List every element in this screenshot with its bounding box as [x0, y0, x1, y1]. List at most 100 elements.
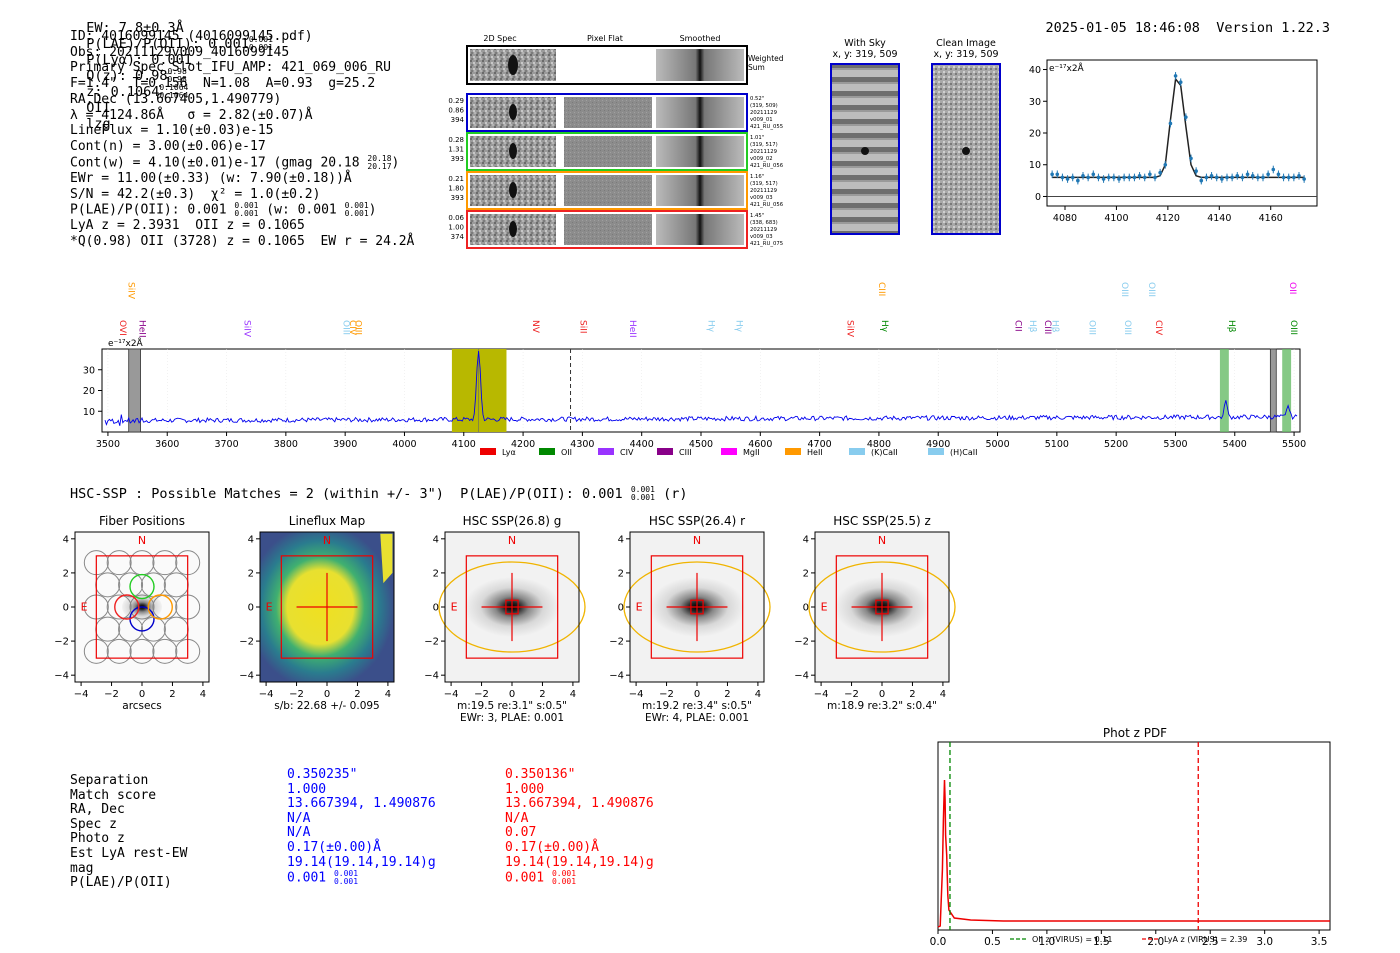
sp-xtick-label: 4200 — [511, 439, 535, 450]
fiber-circle — [106, 638, 132, 664]
lf-point — [1096, 175, 1101, 180]
hsc-aperture-2 — [465, 555, 559, 659]
hsc-xtick-label: 0 — [509, 689, 515, 700]
sp-legend-label: CIII — [679, 448, 692, 457]
cutout-right-0-2: 20211129 — [750, 110, 777, 116]
hsc-north-4: N — [878, 534, 886, 547]
header-qz-frac: 0.98 0.98 — [167, 67, 187, 84]
hsc-ytick-label: 0 — [248, 603, 254, 614]
hsc-xtick-label: 2 — [724, 689, 730, 700]
hsc-ytick-label: −4 — [609, 671, 624, 682]
cutout-right-3-0: 1.45" — [750, 213, 764, 219]
hsc-xtick-label: 4 — [940, 689, 946, 700]
pz-xtick-label: 3.5 — [1311, 936, 1328, 947]
lf-point — [1065, 177, 1070, 181]
match-col1-row-1: 1.000 — [287, 781, 327, 797]
pz-pdf-line — [937, 779, 1330, 928]
lf-point — [1220, 177, 1224, 181]
hsc-ytick-label: 2 — [248, 568, 254, 579]
lf-point — [1281, 175, 1286, 180]
match-col1-row-2: 13.667394, 1.490876 — [287, 796, 436, 812]
hsc-ellipse-2 — [438, 561, 586, 653]
sp-line-label: OIII — [1086, 320, 1096, 335]
cutout-left-1-1: 1.31 — [448, 146, 464, 154]
pz-xtick-label: 3.0 — [1256, 936, 1273, 947]
lf-point — [1086, 175, 1090, 180]
sp-legend-label: Lyα — [502, 448, 516, 457]
fiber-highlight — [147, 594, 173, 620]
sp-line-label: OIII — [1288, 320, 1298, 335]
sp-line-label-top: SiIV — [126, 282, 136, 300]
cutout-right-3-4: 421_RU_075 — [750, 241, 783, 247]
lf-ytick-label: 20 — [1029, 129, 1041, 140]
header-bar: EW: 7.8±0.3Å P(LAE)/P(OII): 0.001 0.001 0.… — [70, 4, 289, 132]
lf-point — [1106, 175, 1111, 180]
lf-point — [1050, 172, 1054, 177]
lf-point — [1178, 80, 1183, 85]
lf-point — [1302, 177, 1306, 181]
sp-line-window — [1219, 349, 1229, 432]
lf-point — [1256, 175, 1260, 180]
cutout-left-2-0: 0.21 — [448, 175, 464, 183]
hsc-east-3: E — [636, 600, 643, 613]
hsc-caption1-2: m:19.5 re:3.1" s:0.5" — [457, 700, 567, 712]
weighted-label-2: Sum — [748, 63, 765, 72]
cutout-right-1-2: 20211129 — [750, 149, 777, 155]
lf-point — [1122, 175, 1126, 180]
hsc-caption2-2: EWr: 3, PLAE: 0.001 — [460, 712, 564, 724]
match-col2-row-2: 13.667394, 1.490876 — [505, 796, 654, 812]
fiber-circle — [106, 550, 132, 576]
hsc-panel-title-1: Lineflux Map — [289, 514, 365, 528]
sp-legend-label: CIV — [620, 448, 634, 457]
hsc-xtick-label: −2 — [844, 689, 859, 700]
hsc-ytick-label: 0 — [63, 603, 69, 614]
match-col2-row-5: 0.17(±0.00)Å — [505, 839, 599, 855]
fiber-circle — [129, 594, 155, 620]
hsc-xtick-label: −2 — [104, 689, 119, 700]
cutout-left-2-1: 1.80 — [448, 185, 464, 193]
timestamp: 2025-01-05 18:46:08 — [1045, 20, 1200, 36]
hsc-xtick-label: −4 — [629, 689, 644, 700]
sp-legend-label: HeII — [807, 448, 823, 457]
hsc-ellipse-4 — [808, 561, 956, 653]
match-label-6: mag — [70, 860, 94, 876]
hsc-aperture-4 — [835, 555, 929, 659]
match-col2-row-4: 0.07 — [505, 825, 537, 841]
sp-line-label: Hβ — [1027, 320, 1037, 333]
photz-title: Phot z PDF — [1103, 726, 1167, 740]
header-plya: P(Lyα): 0.001 — [86, 52, 192, 68]
sp-line-label: SiIV — [241, 320, 251, 338]
line-fit-frame — [1046, 59, 1318, 207]
lf-xtick-label: 4160 — [1259, 213, 1283, 224]
version: Version 1.22.3 — [1216, 20, 1330, 36]
sp-legend-label: MgII — [743, 448, 760, 457]
detection-info: ID: 4016099145 (4016099145.pdf) Obs: 202… — [70, 29, 414, 250]
sp-xtick-label: 4600 — [748, 439, 772, 450]
match-label-4: Photo z — [70, 831, 125, 847]
lf-point — [1245, 172, 1250, 177]
match-col2-row-7: 0.001 0.001 0.001 — [505, 869, 577, 887]
pz-legend-oii: OII z (VIRUS) = 0.11 — [1032, 935, 1112, 944]
hsc-ytick-label: −2 — [794, 637, 809, 648]
cutout-right-3-2: 20211129 — [750, 227, 777, 233]
hsc-ytick-label: 2 — [433, 568, 439, 579]
pz-xtick-label: 0.5 — [984, 936, 1001, 947]
hsc-xtick-label: 0 — [324, 689, 330, 700]
hsc-center-box — [690, 599, 704, 615]
hsc-ytick-label: −4 — [54, 671, 69, 682]
header-plae: P(LAE)/P(OII): 0.001 — [86, 36, 249, 52]
sp-xtick-label: 3500 — [96, 439, 120, 450]
match-col1: 0.350235" 1.000 13.667394, 1.490876 N/A N/A 0… — [287, 767, 436, 887]
lf-point — [1101, 177, 1106, 181]
cutout-left-3-0: 0.06 — [448, 214, 464, 222]
lf-point — [1199, 178, 1204, 183]
match-col1-row-7: 0.001 0.001 0.001 — [287, 869, 359, 887]
sp-line-label-top: CIII — [876, 282, 886, 296]
sp-line-label-top: OIII — [1119, 282, 1129, 297]
match-col2-row-0: 0.350136" — [505, 767, 576, 782]
sp-xtick-label: 4700 — [808, 439, 832, 450]
hsc-xtick-label: 4 — [200, 689, 206, 700]
sp-ytick-label: 20 — [83, 386, 95, 397]
sp-line-label: SiIV — [845, 320, 855, 338]
lf-point — [1230, 175, 1234, 180]
